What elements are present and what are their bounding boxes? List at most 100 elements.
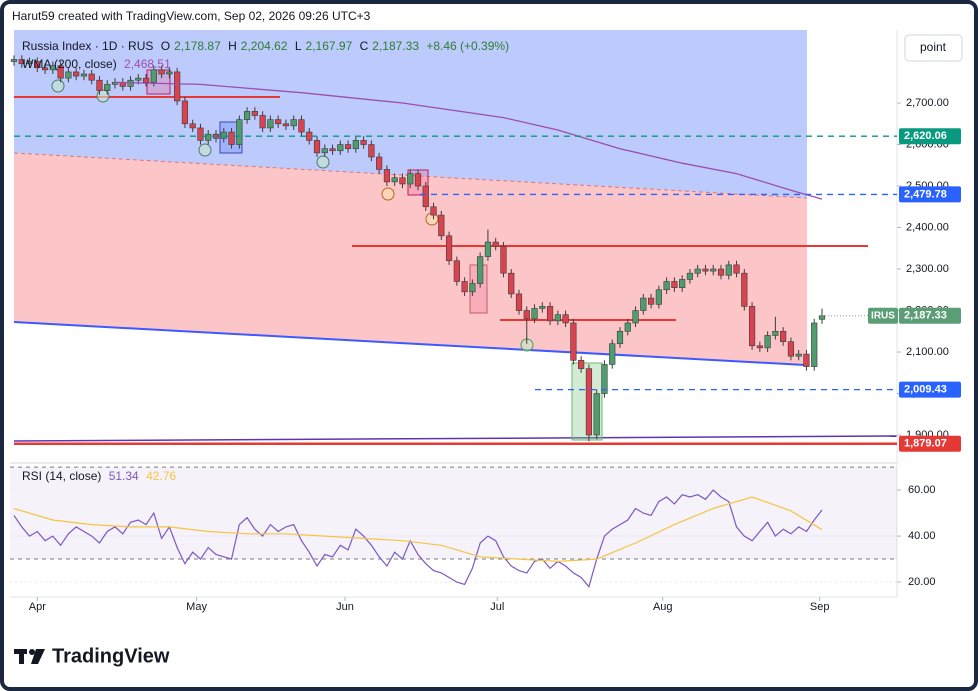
candle-body xyxy=(562,314,569,324)
support-line xyxy=(13,435,898,442)
candle-body xyxy=(647,297,655,305)
candle-body xyxy=(539,306,546,309)
candle-body xyxy=(150,69,157,83)
legend-value: 2,178.87 xyxy=(174,39,221,53)
candle-body xyxy=(523,310,530,320)
candle-body xyxy=(57,65,64,79)
y-tick-label: 2,300.00 xyxy=(906,263,949,275)
price-label-bg xyxy=(899,186,961,203)
pink-zone xyxy=(14,153,807,365)
candle-body xyxy=(228,131,235,145)
candle-body xyxy=(733,264,740,274)
candle-body xyxy=(795,353,802,357)
y-tick-label: 40.00 xyxy=(908,530,936,542)
candle-body xyxy=(741,272,748,307)
logo-icon xyxy=(31,649,45,664)
candle-body xyxy=(484,241,492,257)
candle-body xyxy=(461,281,468,293)
price-label: 2,479.78 xyxy=(904,188,947,200)
candle-body xyxy=(158,69,165,75)
candle-body xyxy=(329,148,336,152)
candle-body xyxy=(189,123,196,129)
symbol-label: IRUS xyxy=(871,310,895,321)
candle-body xyxy=(290,119,297,127)
candle-body xyxy=(352,140,359,149)
scale-button[interactable] xyxy=(904,34,963,62)
price-label: 1,879.07 xyxy=(904,438,947,450)
y-tick-label: 20.00 xyxy=(908,576,936,588)
candle-body xyxy=(422,185,429,208)
candle-body xyxy=(267,119,274,129)
price-label-bg xyxy=(899,435,961,452)
candle-body xyxy=(702,268,709,272)
legend-value: 2,204.62 xyxy=(240,39,288,53)
candle-body xyxy=(717,268,725,276)
candle-body xyxy=(391,177,398,183)
legend-key: H xyxy=(228,39,237,53)
scale-button-label[interactable]: point xyxy=(920,40,947,54)
price-label: 2,009.43 xyxy=(904,384,947,396)
candle-body xyxy=(313,140,321,154)
rsi-value: 51.34 xyxy=(108,469,139,483)
candle-body xyxy=(383,169,391,183)
candle-body xyxy=(41,67,49,71)
candle-body xyxy=(275,119,282,125)
legend-key: C xyxy=(359,39,369,53)
candles xyxy=(10,55,826,442)
x-tick-label: Jun xyxy=(336,601,354,613)
candle-body xyxy=(344,144,352,149)
marker-circle xyxy=(96,89,110,103)
symbol-label-bg xyxy=(868,307,898,324)
rsi-title: RSI (14, close) xyxy=(22,469,102,483)
candle-body xyxy=(787,341,795,357)
candle-body xyxy=(679,279,686,289)
candle-body xyxy=(65,71,72,79)
candle-body xyxy=(694,268,701,274)
candle-body xyxy=(414,173,422,187)
candle-body xyxy=(88,73,95,81)
rsi-band xyxy=(10,467,897,560)
wma-line xyxy=(114,81,823,200)
candle-body xyxy=(655,289,662,305)
candle-body xyxy=(282,123,290,127)
candle-body xyxy=(663,281,670,291)
wma-value: 2,468.51 xyxy=(124,57,171,71)
candle-body xyxy=(803,353,810,367)
rsi-legend: RSI (14, close) 51.34 42.76 xyxy=(22,469,180,483)
wma-title: WMA (200, close) xyxy=(22,57,117,71)
candle-body xyxy=(818,315,826,320)
candle-body xyxy=(220,131,227,139)
candle-body xyxy=(298,119,305,133)
candle-body xyxy=(18,59,25,64)
candle-body xyxy=(508,272,515,295)
candle-body xyxy=(624,322,631,332)
candle-body xyxy=(578,360,585,369)
candle-body xyxy=(686,272,694,280)
price-label: 2,620.06 xyxy=(904,130,947,142)
candle-body xyxy=(205,133,212,141)
candle-body xyxy=(407,173,414,185)
candle-body xyxy=(96,79,103,91)
x-tick-label: Aug xyxy=(653,601,673,613)
candle-body xyxy=(500,245,507,274)
candle-body xyxy=(593,393,600,436)
candle-body xyxy=(780,330,787,342)
candle-body xyxy=(259,115,266,129)
candle-body xyxy=(477,256,484,284)
x-tick-label: May xyxy=(186,601,207,613)
candle-body xyxy=(710,268,717,272)
candle-body xyxy=(236,119,243,145)
candle-body xyxy=(756,345,763,349)
candle-body xyxy=(671,281,678,289)
candle-body xyxy=(616,330,624,345)
candle-body xyxy=(197,127,204,141)
y-tick-label: 2,100.00 xyxy=(906,346,949,358)
candle-body xyxy=(337,144,344,152)
candle-body xyxy=(764,335,771,349)
logo-text: TradingView xyxy=(52,645,170,667)
marker-circle xyxy=(51,79,65,93)
candle-body xyxy=(243,111,251,120)
logo: TradingView xyxy=(14,645,170,667)
